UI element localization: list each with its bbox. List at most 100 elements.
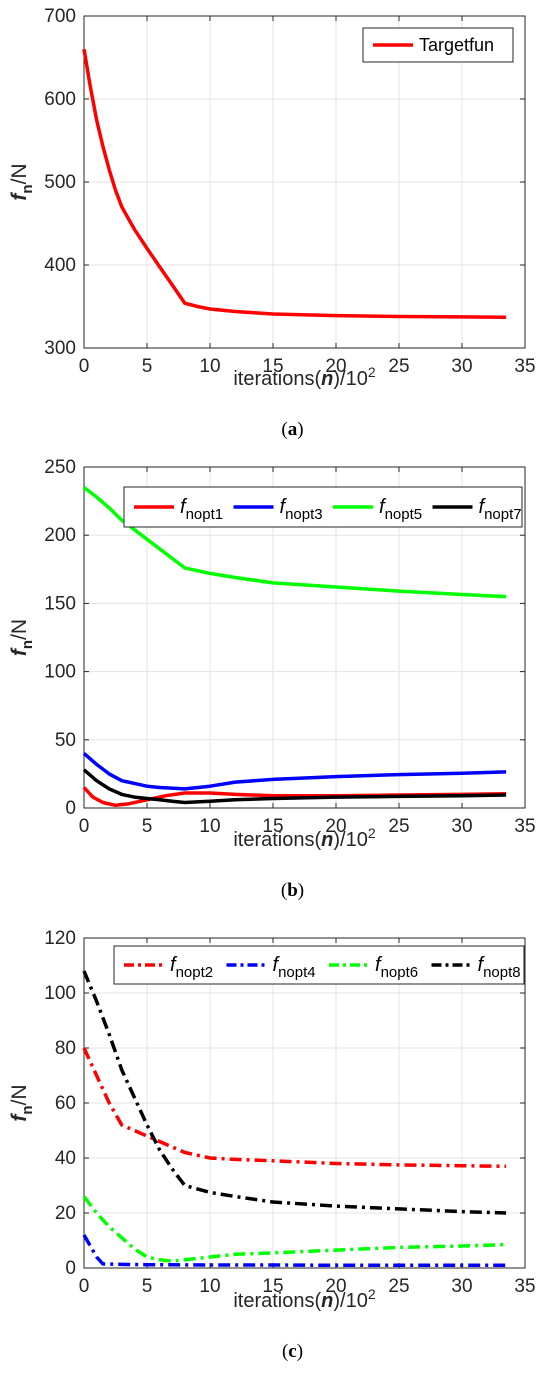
series-line-nopt8 (82, 970, 507, 1215)
legend-entry: fnopt3 (280, 496, 323, 523)
y-tick-label: 20 (55, 1203, 76, 1224)
legend-entry-f: f (478, 954, 486, 976)
y-tick-label: 80 (55, 1038, 76, 1059)
y-tick-label: 400 (44, 255, 76, 276)
panel-caption: (a) (281, 419, 303, 440)
x-tick-label: 0 (79, 1276, 90, 1297)
caption-close: ) (298, 880, 304, 901)
x-axis-label-var: n (321, 829, 333, 851)
y-axis-label-var: f (8, 647, 31, 656)
x-axis-label-exponent: 2 (368, 1286, 376, 1302)
y-tick-label: 250 (44, 457, 76, 478)
axes-box (83, 466, 526, 809)
y-axis-label-sub: n (19, 1105, 36, 1114)
x-tick-label: 30 (451, 356, 472, 377)
legend-entry-f: f (273, 954, 281, 976)
y-axis-label: fn/N (8, 163, 36, 200)
x-axis-label-prefix: iterations( (233, 829, 321, 851)
legend-entry-sub: nopt8 (483, 964, 521, 981)
legend-entry: Targetfun (419, 35, 494, 55)
y-tick-label: 120 (44, 928, 76, 949)
caption-open: ( (281, 419, 287, 440)
legend-entry-f: f (375, 954, 383, 976)
panel-a: 0 5 10 15 20 25 30 35 300 400 500 600 700 iterations(… (8, 6, 536, 440)
x-tick-label: 15 (262, 1276, 283, 1297)
y-tick-label: 60 (55, 1093, 76, 1114)
x-tick-label: 0 (79, 356, 90, 377)
legend-entry: fnopt4 (273, 954, 316, 981)
y-tick-label: 0 (65, 798, 76, 819)
x-tick-label: 0 (79, 816, 90, 837)
legend-entry-sub: nopt1 (186, 506, 224, 523)
y-tick-label: 100 (44, 662, 76, 683)
x-axis-label: iterations(n)/102 (233, 1286, 376, 1312)
y-axis-label-unit: /N (8, 1084, 31, 1105)
panel-b: 0 5 10 15 20 25 30 35 0 50 100 150 200 250 iterations(… (8, 457, 536, 901)
legend-entry: fnopt8 (478, 954, 521, 981)
y-axis-label: fn/N (8, 619, 36, 656)
y-axis-label-var: f (8, 1113, 31, 1122)
series-line-nopt3 (82, 752, 507, 791)
x-tick-label: 25 (388, 816, 409, 837)
y-tick-label: 700 (44, 6, 76, 27)
x-tick-label: 20 (325, 1276, 346, 1297)
x-tick-label: 15 (262, 816, 283, 837)
series-line-nopt7 (82, 768, 507, 805)
x-axis-label-suffix: )/10 (333, 1290, 367, 1312)
x-tick-label: 20 (325, 356, 346, 377)
x-tick-label: 5 (142, 356, 153, 377)
y-tick-label: 50 (55, 730, 76, 751)
legend-entry-sub: nopt7 (484, 506, 522, 523)
legend-entry-f: f (379, 496, 387, 518)
legend-entry-sub: nopt4 (278, 964, 316, 981)
x-axis-label-var: n (321, 368, 333, 390)
x-axis-label-exponent: 2 (368, 825, 376, 841)
legend-entry: fnopt7 (479, 496, 522, 523)
legend-entry-sub: nopt3 (285, 506, 323, 523)
legend-entry: fnopt2 (170, 954, 213, 981)
series-line-Targetfun (82, 48, 507, 320)
x-tick-label: 35 (514, 816, 535, 837)
y-tick-label: 300 (44, 338, 76, 359)
x-tick-label: 35 (514, 356, 535, 377)
panel-caption: (c) (282, 1341, 303, 1362)
series-line-nopt4 (82, 1234, 507, 1268)
panel-c: 0 5 10 15 20 25 30 35 0 20 40 60 80 100 120 iterations(… (8, 928, 536, 1362)
caption-close: ) (297, 1341, 303, 1362)
y-axis-label-sub: n (19, 640, 36, 649)
y-tick-label: 100 (44, 983, 76, 1004)
y-axis-label-var: f (8, 192, 31, 201)
y-tick-label: 0 (65, 1258, 76, 1279)
y-tick-label: 150 (44, 593, 76, 614)
x-tick-label: 10 (199, 816, 220, 837)
x-axis-label-suffix: )/10 (333, 829, 367, 851)
legend-entry: fnopt5 (379, 496, 422, 523)
series-line-nopt5 (82, 486, 507, 599)
x-tick-label: 35 (514, 1276, 535, 1297)
legend-box (362, 27, 514, 63)
caption-close: ) (297, 419, 303, 440)
x-tick-label: 20 (325, 816, 346, 837)
x-tick-label: 15 (262, 356, 283, 377)
caption-letter: c (288, 1341, 296, 1362)
legend: fnopt2 fnopt4 fnopt6 fnopt8 (113, 945, 525, 985)
legend-entry-f: f (170, 954, 178, 976)
legend-entry-f: f (280, 496, 288, 518)
y-axis-label-unit: /N (8, 619, 31, 640)
x-axis-label-var: n (321, 1290, 333, 1312)
x-tick-label: 5 (142, 816, 153, 837)
x-axis-label: iterations(n)/102 (233, 364, 376, 390)
y-axis-label-sub: n (19, 184, 36, 193)
panel-caption: (b) (281, 880, 304, 901)
legend-entry: fnopt6 (375, 954, 418, 981)
x-axis-label-exponent: 2 (368, 364, 376, 380)
y-axis-label-unit: /N (8, 163, 31, 184)
legend: Targetfun (362, 27, 514, 63)
x-tick-label: 25 (388, 1276, 409, 1297)
legend-entry-sub: nopt5 (385, 506, 423, 523)
caption-letter: a (288, 419, 298, 440)
y-axis-label: fn/N (8, 1084, 36, 1121)
legend-entry: fnopt1 (180, 496, 223, 523)
y-tick-label: 500 (44, 172, 76, 193)
